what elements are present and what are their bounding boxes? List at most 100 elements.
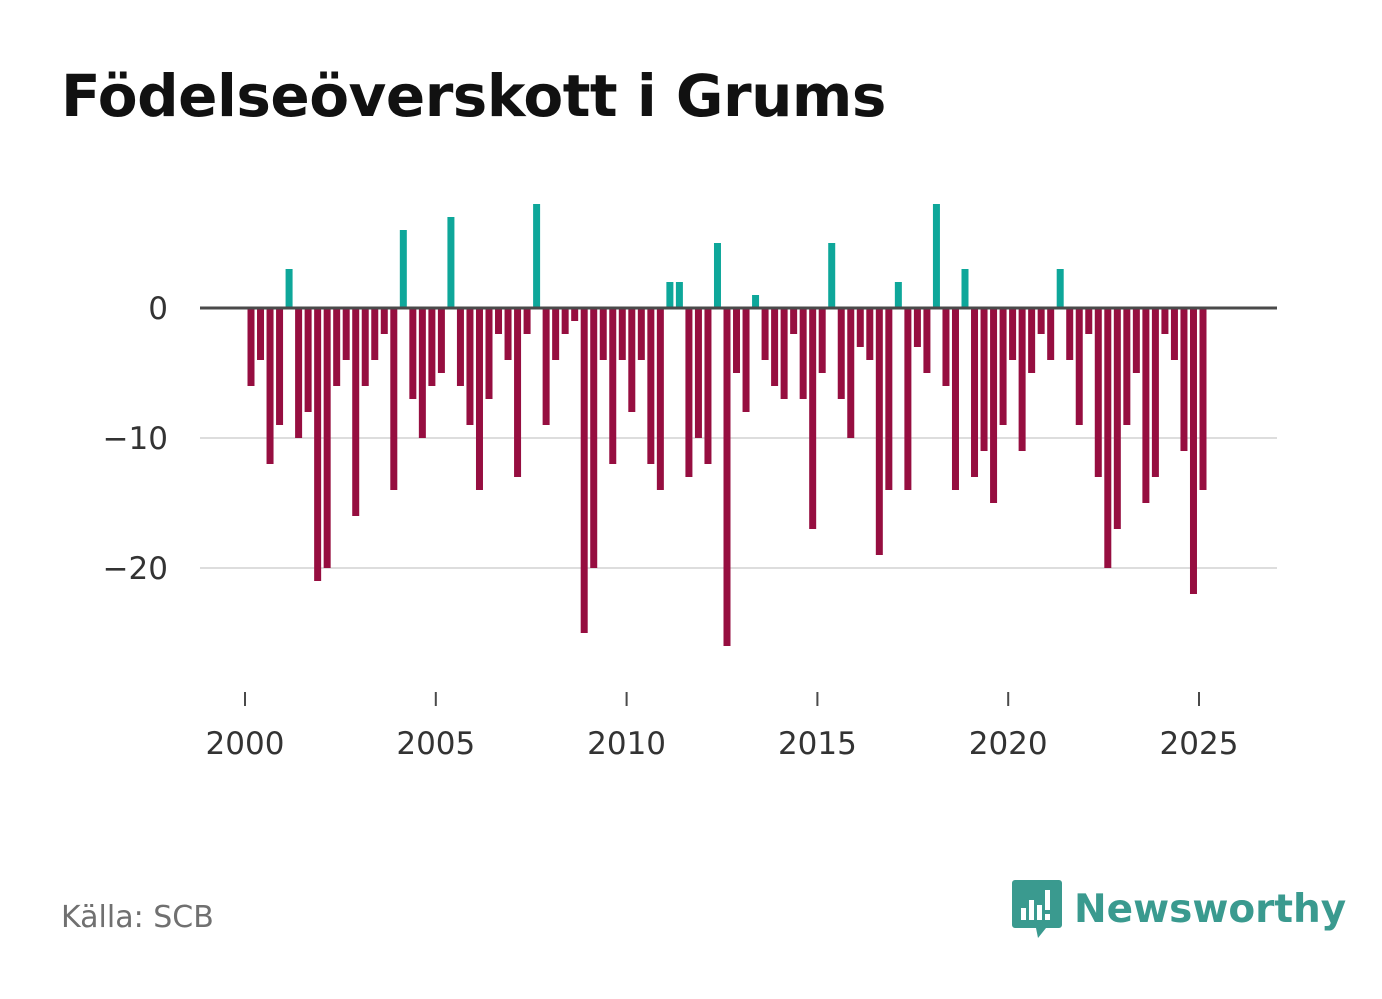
bar: [456, 308, 464, 386]
bar: [961, 269, 969, 308]
bar: [990, 308, 998, 503]
bar: [618, 308, 626, 360]
y-tick-label: −20: [103, 551, 168, 587]
bar: [542, 308, 550, 425]
bar: [828, 243, 836, 308]
bar: [685, 308, 693, 477]
bar: [1104, 308, 1112, 568]
bar: [399, 230, 407, 308]
bar: [418, 308, 426, 438]
bar: [809, 308, 817, 529]
x-tick-label: 2010: [587, 726, 666, 762]
bar: [437, 308, 445, 373]
bar: [599, 308, 607, 360]
bar: [1056, 269, 1064, 308]
bar: [352, 308, 360, 516]
bar: [666, 282, 674, 308]
x-tick-label: 2000: [206, 726, 285, 762]
newsworthy-logo-icon: [1012, 880, 1062, 938]
bar: [799, 308, 807, 399]
bar: [637, 308, 645, 360]
bar: [495, 308, 503, 334]
bar: [361, 308, 369, 386]
bar: [971, 308, 979, 477]
bar: [1189, 308, 1197, 594]
bar: [333, 308, 341, 386]
bar: [1123, 308, 1131, 425]
bar: [723, 308, 731, 646]
bar: [304, 308, 312, 412]
bar: [894, 282, 902, 308]
bar: [1180, 308, 1188, 451]
bar: [314, 308, 322, 581]
chart-title: Födelseöverskott i Grums: [61, 62, 886, 130]
bar: [771, 308, 779, 386]
bar: [1132, 308, 1140, 373]
bar: [1009, 308, 1017, 360]
bar: [1047, 308, 1055, 360]
bar: [323, 308, 331, 568]
bar: [694, 308, 702, 438]
bar: [942, 308, 950, 386]
bar: [951, 308, 959, 490]
bar: [647, 308, 655, 464]
axes: 0 −10 −20 2000 2005 2010 2015 2020 2025: [103, 291, 1277, 762]
x-tick-label: 2015: [778, 726, 857, 762]
bar: [295, 308, 303, 438]
bar: [818, 308, 826, 373]
bar: [932, 204, 940, 308]
bar: [628, 308, 636, 412]
bar: [1094, 308, 1102, 477]
bar: [590, 308, 598, 568]
bar: [266, 308, 274, 464]
bar: [675, 282, 683, 308]
bar: [342, 308, 350, 360]
bar: [1085, 308, 1093, 334]
bar: [428, 308, 436, 386]
bar: [837, 308, 845, 399]
bar: [1151, 308, 1159, 477]
bar: [380, 308, 388, 334]
bars: [247, 204, 1207, 646]
bar: [514, 308, 522, 477]
source-note: Källa: SCB: [61, 900, 214, 935]
bar: [609, 308, 617, 464]
bar: [980, 308, 988, 451]
bar: [447, 217, 455, 308]
bar: [1113, 308, 1121, 529]
bar: [533, 204, 541, 308]
bar: [904, 308, 912, 490]
bar: [790, 308, 798, 334]
bar: [752, 295, 760, 308]
bar: [1018, 308, 1026, 451]
bar: [1066, 308, 1074, 360]
bar: [875, 308, 883, 555]
bar: [504, 308, 512, 360]
bar: [247, 308, 255, 386]
bar: [1037, 308, 1045, 334]
bar: [257, 308, 265, 360]
x-tick-label: 2005: [396, 726, 475, 762]
x-tick-label: 2025: [1160, 726, 1239, 762]
y-tick-label: 0: [148, 291, 168, 327]
bar: [866, 308, 874, 360]
bar: [466, 308, 474, 425]
bar: [571, 308, 579, 321]
bar: [390, 308, 398, 490]
bar: [1142, 308, 1150, 503]
bar: [913, 308, 921, 347]
bar: [704, 308, 712, 464]
bar: [409, 308, 417, 399]
bar: [1075, 308, 1083, 425]
bar: [713, 243, 721, 308]
bar: [923, 308, 931, 373]
y-tick-label: −10: [103, 421, 168, 457]
bar: [285, 269, 293, 308]
x-tick-label: 2020: [969, 726, 1048, 762]
bar: [276, 308, 284, 425]
brand-name: Newsworthy: [1074, 886, 1347, 932]
bar: [885, 308, 893, 490]
bar: [523, 308, 531, 334]
bar: [1028, 308, 1036, 373]
